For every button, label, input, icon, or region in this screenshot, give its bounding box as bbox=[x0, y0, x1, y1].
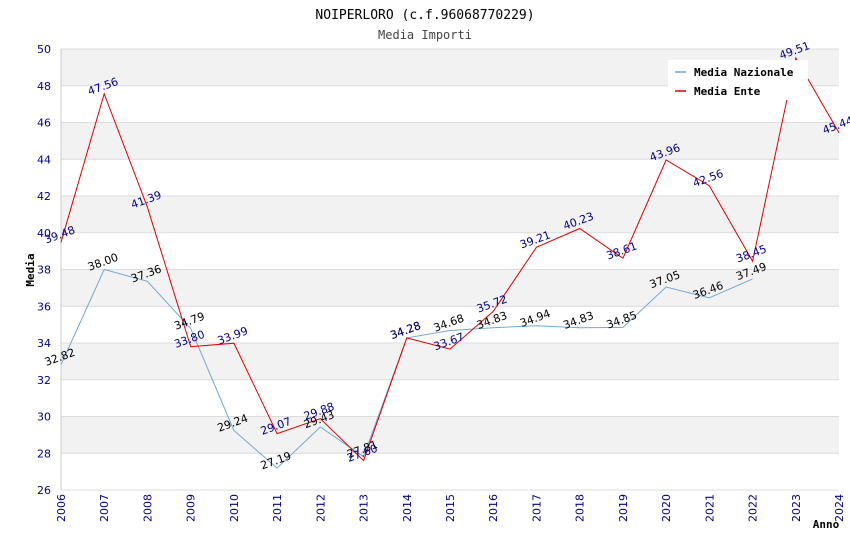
y-tick-label: 48 bbox=[37, 80, 51, 93]
y-tick-label: 44 bbox=[37, 153, 51, 166]
y-tick-label: 30 bbox=[37, 411, 51, 424]
legend-entry: Media Nazionale bbox=[694, 66, 794, 79]
y-axis-label: Media bbox=[24, 253, 37, 286]
x-axis-ticks: 2006 2007 2008 2009 2010 2011 2012 2013 2014 2015… bbox=[55, 494, 846, 522]
grid-band bbox=[61, 122, 839, 160]
y-tick-label: 46 bbox=[37, 117, 51, 130]
y-tick-label: 26 bbox=[37, 484, 51, 497]
x-tick-label: 2023 bbox=[790, 494, 803, 522]
x-tick-label: 2016 bbox=[487, 494, 500, 522]
chart-subtitle: Media Importi bbox=[378, 28, 472, 42]
x-axis-label: Anno bbox=[813, 518, 840, 531]
x-tick-label: 2018 bbox=[574, 494, 587, 522]
y-tick-label: 32 bbox=[37, 374, 51, 387]
x-tick-label: 2007 bbox=[98, 494, 111, 522]
x-tick-label: 2008 bbox=[141, 494, 154, 522]
x-tick-label: 2006 bbox=[55, 494, 68, 522]
x-tick-label: 2013 bbox=[358, 494, 371, 522]
grid-band bbox=[61, 269, 839, 307]
x-tick-label: 2020 bbox=[660, 494, 673, 522]
x-tick-label: 2010 bbox=[228, 494, 241, 522]
legend: Media Nazionale Media Ente bbox=[668, 60, 808, 100]
legend-box bbox=[668, 60, 808, 100]
x-tick-label: 2024 bbox=[833, 494, 846, 522]
series-line-ente bbox=[60, 56, 840, 462]
x-tick-label: 2017 bbox=[530, 494, 543, 522]
y-tick-label: 40 bbox=[37, 227, 51, 240]
legend-entry: Media Ente bbox=[694, 85, 761, 98]
plot-background bbox=[60, 48, 839, 491]
y-tick-label: 38 bbox=[37, 264, 51, 277]
series-lines bbox=[60, 56, 840, 469]
y-tick-label: 36 bbox=[37, 300, 51, 313]
x-tick-label: 2019 bbox=[617, 494, 630, 522]
x-tick-label: 2011 bbox=[271, 494, 284, 522]
y-tick-label: 34 bbox=[37, 337, 51, 350]
x-tick-label: 2021 bbox=[703, 494, 716, 522]
x-tick-label: 2022 bbox=[747, 494, 760, 522]
x-tick-label: 2015 bbox=[444, 494, 457, 522]
x-tick-label: 2014 bbox=[401, 494, 414, 522]
y-tick-label: 42 bbox=[37, 190, 51, 203]
chart-title: NOIPERLORO (c.f.96068770229) bbox=[315, 8, 534, 23]
y-tick-label: 50 bbox=[37, 43, 51, 56]
grid-band bbox=[61, 416, 839, 454]
grid-band bbox=[61, 196, 839, 233]
x-tick-label: 2009 bbox=[185, 494, 198, 522]
y-tick-label: 28 bbox=[37, 447, 51, 460]
y-axis-ticks: 26 28 30 32 34 36 38 40 42 44 46 48 50 bbox=[37, 43, 51, 497]
x-tick-label: 2012 bbox=[314, 494, 327, 522]
